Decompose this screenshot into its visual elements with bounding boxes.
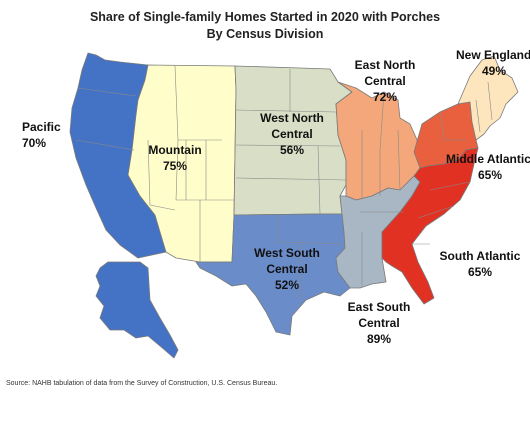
label-west-north-central: West North Central 56% (244, 110, 340, 158)
label-mountain-name: Mountain (148, 143, 202, 157)
label-east-south-central-value: 89% (366, 332, 392, 346)
label-east-south-central: East South Central 89% (336, 299, 422, 347)
label-pacific: Pacific 70% (22, 119, 61, 151)
label-pacific-name: Pacific (22, 120, 61, 134)
state-borders (75, 65, 493, 300)
label-middle-atlantic-value: 65% (478, 168, 503, 182)
label-west-north-central-value: 56% (279, 143, 305, 157)
label-middle-atlantic-name: Middle Atlantic (446, 152, 530, 166)
label-mountain-value: 75% (162, 159, 188, 173)
label-new-england: New England 49% (456, 47, 530, 79)
label-west-south-central: West South Central 52% (244, 245, 330, 293)
source-note: Source: NAHB tabulation of data from the… (6, 380, 278, 387)
region-pacific-alaska (95, 261, 179, 359)
region-south-atlantic (381, 147, 479, 305)
label-south-atlantic-name: South Atlantic (439, 249, 521, 263)
region-new-england (457, 55, 519, 141)
label-new-england-name: New England (456, 48, 530, 62)
label-middle-atlantic: Middle Atlantic 65% (446, 151, 530, 183)
label-south-atlantic: South Atlantic 65% (434, 248, 526, 280)
label-new-england-value: 49% (482, 64, 507, 78)
label-east-north-central: East North Central 72% (345, 57, 425, 105)
label-south-atlantic-value: 65% (467, 265, 493, 279)
label-east-south-central-name2: Central (358, 316, 400, 330)
map-title-line2: By Census Division (206, 27, 324, 41)
map-title: Share of Single-family Homes Started in … (0, 9, 530, 43)
label-west-south-central-name1: West South (254, 246, 320, 260)
label-mountain: Mountain 75% (142, 142, 208, 174)
label-pacific-value: 70% (22, 136, 47, 150)
label-east-north-central-name1: East North (354, 58, 416, 72)
label-west-south-central-value: 52% (274, 278, 300, 292)
label-east-north-central-name2: Central (364, 74, 406, 88)
label-west-north-central-name2: Central (271, 127, 313, 141)
label-west-south-central-name2: Central (266, 262, 308, 276)
label-west-north-central-name1: West North (260, 111, 324, 125)
map-title-line1: Share of Single-family Homes Started in … (89, 10, 441, 24)
label-east-south-central-name1: East South (347, 300, 411, 314)
label-east-north-central-value: 72% (372, 90, 398, 104)
